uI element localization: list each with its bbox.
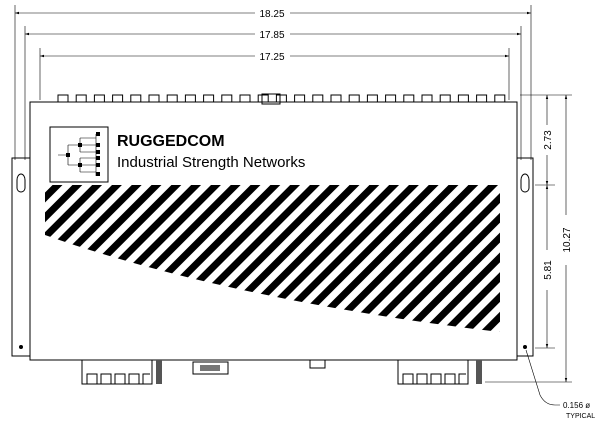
tagline: Industrial Strength Networks: [117, 154, 305, 171]
port: [330, 94, 342, 103]
port: [257, 94, 269, 103]
center-tab: [261, 93, 281, 105]
dimension-label: 5.81: [543, 260, 554, 280]
brand: RUGGEDCOM: [117, 133, 225, 150]
bottom-connectors: [81, 359, 482, 385]
port: [494, 94, 506, 103]
port: [184, 94, 196, 103]
port: [275, 94, 287, 103]
port: [148, 94, 160, 103]
port: [203, 94, 215, 103]
port: [75, 94, 87, 103]
port: [439, 94, 451, 103]
port: [457, 94, 469, 103]
port: [312, 94, 324, 103]
mounting-brackets: [11, 157, 534, 357]
stripe-graphic: [45, 185, 500, 332]
vertical-dimensions: 2.73 5.81 10.27: [485, 94, 573, 383]
port: [421, 94, 433, 103]
port: [112, 94, 124, 103]
hole-note: TYPICAL: [566, 413, 595, 420]
port: [403, 94, 415, 103]
dimension-label: 2.73: [543, 130, 554, 150]
port: [57, 94, 69, 103]
hole-diameter: 0.156 ø: [563, 401, 590, 410]
port: [130, 94, 142, 103]
dimension-label: 17.85: [259, 30, 284, 41]
dimension-label: 18.25: [259, 9, 284, 20]
port: [348, 94, 360, 103]
port: [221, 94, 233, 103]
port: [366, 94, 378, 103]
leader-line: [525, 349, 560, 406]
dimension-label: 17.25: [259, 52, 284, 63]
top-connectors: [57, 94, 506, 103]
port: [294, 94, 306, 103]
logo-icon: [49, 126, 109, 183]
port: [93, 94, 105, 103]
horizontal-dimensions: 18.25 17.85 17.25: [14, 5, 532, 160]
port: [385, 94, 397, 103]
port: [239, 94, 251, 103]
port: [476, 94, 488, 103]
dimension-label: 10.27: [562, 227, 573, 252]
port: [166, 94, 178, 103]
